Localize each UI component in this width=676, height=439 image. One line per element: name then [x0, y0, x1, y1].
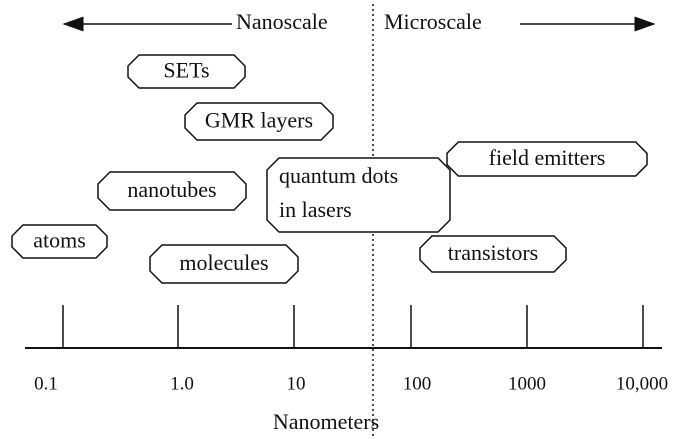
item-label: in lasers: [279, 197, 352, 222]
item-box: [11, 224, 108, 259]
item-label: molecules: [179, 250, 268, 275]
tick-label: 1000: [508, 373, 546, 394]
item-label: transistors: [448, 240, 538, 265]
item-box: [127, 54, 246, 89]
tick-label: 100: [403, 373, 432, 394]
item-box: [446, 141, 648, 177]
nanoscale-label: Nanoscale: [236, 9, 328, 34]
microscale-label: Microscale: [384, 9, 482, 34]
tick-label: 1.0: [170, 373, 194, 394]
item-label: GMR layers: [205, 108, 313, 133]
item-label: field emitters: [489, 145, 606, 170]
tick-label: 10: [287, 373, 306, 394]
item-label: atoms: [33, 228, 86, 253]
item-box: [266, 157, 451, 233]
item-label: nanotubes: [127, 177, 216, 202]
item-label: SETs: [163, 58, 209, 83]
tick-label: 0.1: [34, 373, 58, 394]
item-label: quantum dots: [279, 163, 398, 188]
item-box: [97, 171, 247, 211]
tick-label: 10,000: [616, 373, 668, 394]
item-box: [184, 102, 334, 141]
axis-label: Nanometers: [273, 409, 379, 434]
item-box: [149, 244, 299, 284]
item-box: [419, 235, 567, 273]
